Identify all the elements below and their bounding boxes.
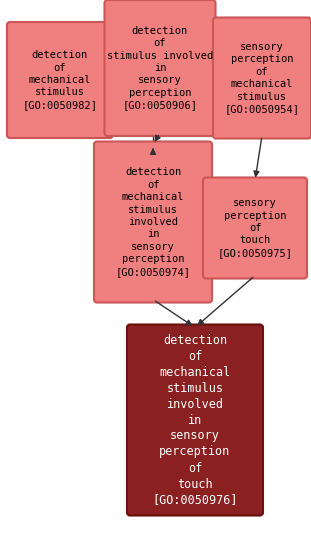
Text: detection
of
mechanical
stimulus
[GO:0050982]: detection of mechanical stimulus [GO:005…	[22, 50, 98, 110]
FancyBboxPatch shape	[203, 177, 307, 278]
FancyBboxPatch shape	[94, 141, 212, 302]
Text: sensory
perception
of
mechanical
stimulus
[GO:0050954]: sensory perception of mechanical stimulu…	[225, 42, 299, 114]
FancyBboxPatch shape	[7, 22, 113, 138]
Text: detection
of
mechanical
stimulus
involved
in
sensory
perception
of
touch
[GO:005: detection of mechanical stimulus involve…	[152, 334, 238, 507]
FancyBboxPatch shape	[127, 324, 263, 515]
Text: detection
of
mechanical
stimulus
involved
in
sensory
perception
[GO:0050974]: detection of mechanical stimulus involve…	[115, 168, 191, 277]
FancyBboxPatch shape	[104, 0, 216, 136]
Text: sensory
perception
of
touch
[GO:0050975]: sensory perception of touch [GO:0050975]	[217, 198, 293, 258]
Text: detection
of
stimulus involved
in
sensory
perception
[GO:0050906]: detection of stimulus involved in sensor…	[107, 26, 213, 110]
FancyBboxPatch shape	[213, 17, 311, 139]
